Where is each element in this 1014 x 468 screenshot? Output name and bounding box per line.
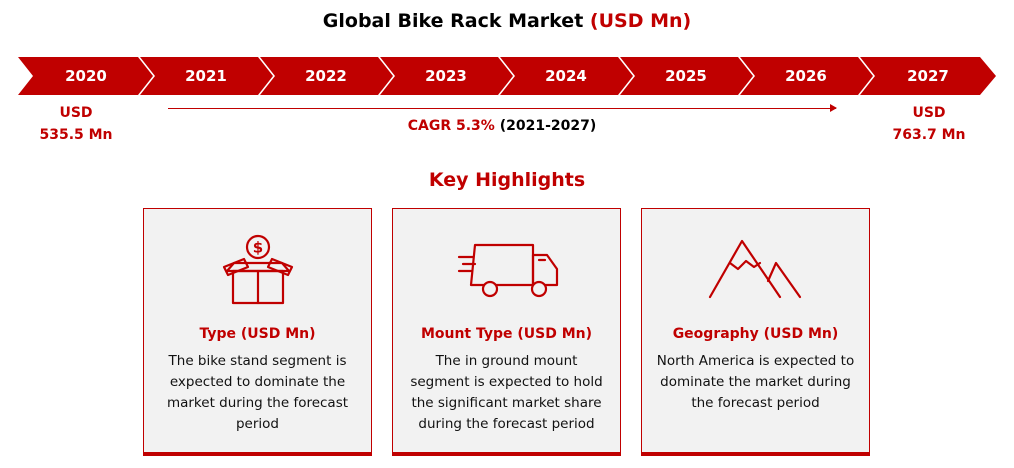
- year-2022: 2022: [305, 67, 347, 85]
- key-highlights-heading: Key Highlights: [428, 169, 586, 191]
- end-value-currency: USD: [912, 105, 946, 121]
- year-2026: 2026: [785, 67, 827, 85]
- card-title-geography: Geography (USD Mn): [672, 326, 839, 342]
- cagr-arrow-line: [168, 108, 836, 109]
- timeline-arrows: [18, 57, 996, 95]
- end-value-amount: 763.7 Mn: [892, 127, 966, 143]
- cagr-label: CAGR 5.3% (2021-2027): [168, 118, 836, 134]
- cagr-period: (2021-2027): [499, 118, 597, 134]
- year-timeline: 2020 2021 2022 2023 2024 2025 2026 2027: [18, 57, 998, 95]
- card-desc-mount-type: The in ground mount segment is expected …: [410, 353, 603, 432]
- card-title-mount-type: Mount Type (USD Mn): [420, 326, 593, 342]
- title-main: Global Bike Rack Market: [322, 10, 584, 32]
- timeline-segment-2026: [740, 57, 873, 95]
- card-title-type: Type (USD Mn): [199, 326, 316, 342]
- timeline-segment-2027: [860, 57, 996, 95]
- timeline-segment-2023: [380, 57, 513, 95]
- year-2023: 2023: [425, 67, 467, 85]
- timeline-segment-2024: [500, 57, 633, 95]
- timeline-segment-2022: [260, 57, 393, 95]
- start-value-amount: 535.5 Mn: [39, 127, 113, 143]
- end-value: USD 763.7 Mn: [854, 102, 1004, 146]
- timeline-segment-2020: [18, 57, 153, 95]
- start-value: USD 535.5 Mn: [1, 102, 151, 146]
- delivery-truck-icon: [393, 233, 620, 305]
- highlight-card-geography: Geography (USD Mn) North America is expe…: [641, 208, 870, 456]
- title-unit: (USD Mn): [589, 10, 692, 32]
- timeline-segment-2025: [620, 57, 753, 95]
- highlight-card-mount-type: Mount Type (USD Mn) The in ground mount …: [392, 208, 621, 456]
- mountain-icon: [642, 233, 869, 305]
- year-2024: 2024: [545, 67, 587, 85]
- card-desc-type: The bike stand segment is expected to do…: [166, 353, 349, 432]
- card-desc-geography: North America is expected to dominate th…: [656, 353, 855, 411]
- year-2020: 2020: [65, 67, 107, 85]
- start-value-currency: USD: [59, 105, 93, 121]
- highlight-card-type: $ Type (USD Mn) The bike stand segment i…: [143, 208, 372, 456]
- year-2027: 2027: [907, 67, 949, 85]
- year-2021: 2021: [185, 67, 227, 85]
- year-2025: 2025: [665, 67, 707, 85]
- cagr-arrow-head: [830, 104, 837, 112]
- money-box-icon: $: [144, 233, 371, 305]
- cagr-value: CAGR 5.3%: [407, 118, 495, 134]
- svg-text:$: $: [253, 239, 263, 257]
- timeline-segment-2021: [140, 57, 273, 95]
- page-title: Global Bike Rack Market (USD Mn): [0, 10, 1014, 32]
